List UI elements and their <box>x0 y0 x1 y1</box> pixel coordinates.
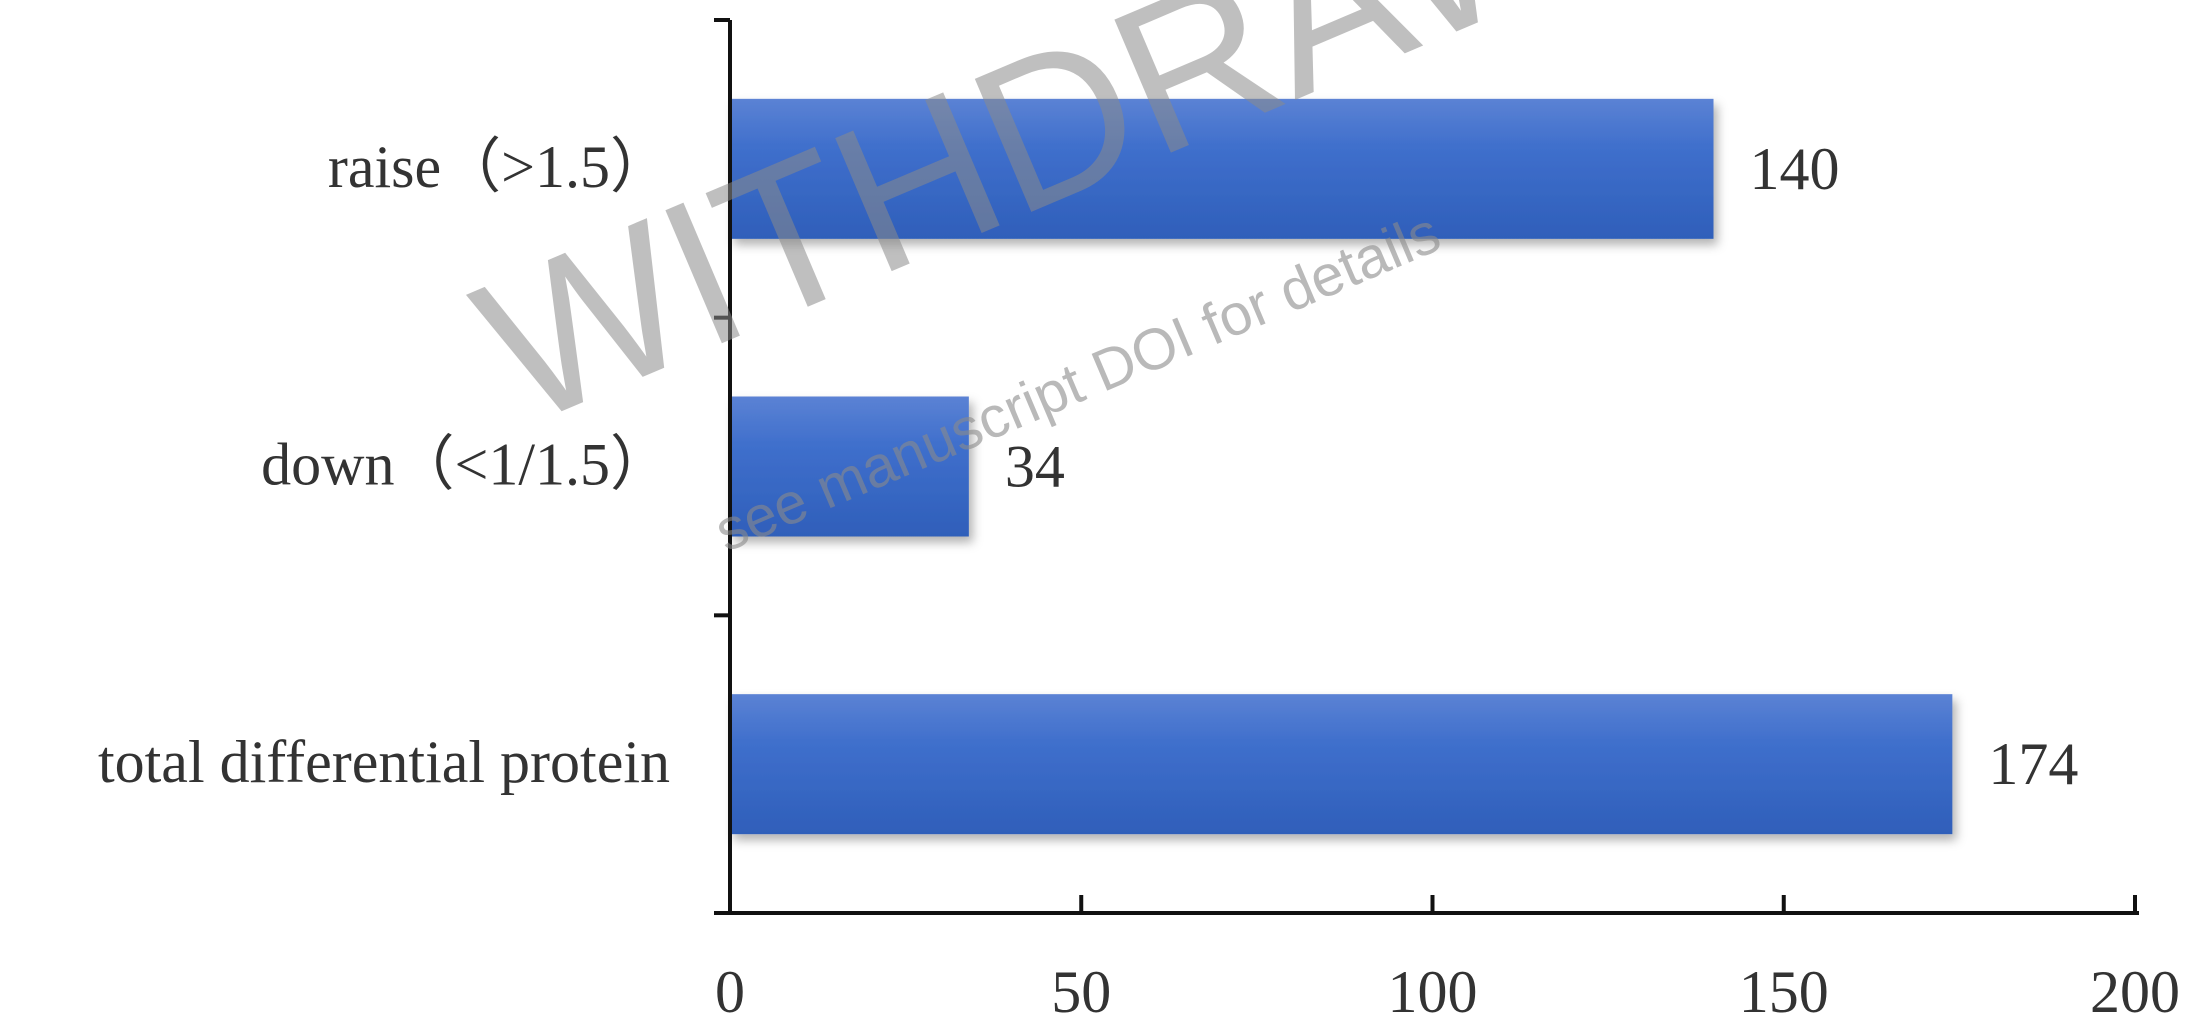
category-label: raise（>1.5） <box>328 134 670 200</box>
x-tick-label: 50 <box>1051 959 1111 1021</box>
x-tick-label: 0 <box>715 959 745 1021</box>
category-label: total differential protein <box>98 729 670 795</box>
data-label: 34 <box>1005 434 1065 500</box>
bar-1 <box>730 396 969 537</box>
data-label: 174 <box>1988 731 2078 797</box>
bars-layer <box>730 98 1953 835</box>
x-tick-label: 150 <box>1739 959 1829 1021</box>
bar-2 <box>730 694 1953 835</box>
labels-layer: raise（>1.5） 140 down（<1/1.5） 34 total differ… <box>98 134 2180 1025</box>
x-tick-label: 200 <box>2090 959 2180 1021</box>
bar-0 <box>730 98 1714 239</box>
axes-layer <box>714 18 2139 915</box>
x-tick-label: 100 <box>1388 959 1478 1021</box>
data-label: 140 <box>1750 136 1840 202</box>
category-label: down（<1/1.5） <box>261 432 670 498</box>
